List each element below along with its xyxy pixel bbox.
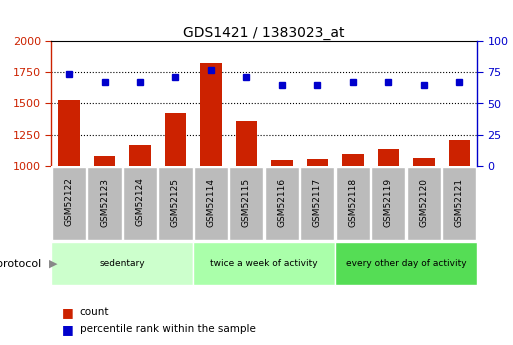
Text: GSM52123: GSM52123 (100, 178, 109, 227)
Text: GSM52115: GSM52115 (242, 177, 251, 227)
Text: GSM52116: GSM52116 (278, 177, 286, 227)
Bar (307, 159, 328, 166)
Bar (165, 114, 186, 166)
Text: ■: ■ (62, 306, 73, 319)
Bar (413, 158, 435, 166)
FancyBboxPatch shape (88, 167, 122, 240)
FancyBboxPatch shape (229, 167, 264, 240)
FancyBboxPatch shape (265, 167, 299, 240)
Text: ■: ■ (62, 323, 73, 336)
Text: every other day of activity: every other day of activity (346, 259, 466, 268)
Text: protocol: protocol (0, 259, 41, 269)
Text: GSM52120: GSM52120 (419, 178, 428, 227)
FancyBboxPatch shape (442, 167, 477, 240)
Bar (378, 149, 399, 166)
FancyBboxPatch shape (193, 243, 335, 285)
Text: count: count (80, 307, 109, 317)
Bar (94, 156, 115, 166)
Text: ▶: ▶ (49, 259, 57, 269)
Text: GSM52117: GSM52117 (313, 177, 322, 227)
Text: GSM52125: GSM52125 (171, 178, 180, 227)
Text: GSM52122: GSM52122 (65, 178, 73, 226)
Text: GSM52124: GSM52124 (135, 178, 145, 226)
FancyBboxPatch shape (123, 167, 157, 240)
Text: GSM52118: GSM52118 (348, 177, 358, 227)
FancyBboxPatch shape (194, 167, 228, 240)
FancyBboxPatch shape (301, 167, 334, 240)
FancyBboxPatch shape (52, 167, 86, 240)
FancyBboxPatch shape (51, 243, 193, 285)
Text: percentile rank within the sample: percentile rank within the sample (80, 325, 255, 334)
Text: GSM52114: GSM52114 (206, 178, 215, 227)
Bar (236, 121, 257, 166)
Text: GSM52121: GSM52121 (455, 178, 464, 227)
Text: sedentary: sedentary (100, 259, 145, 268)
FancyBboxPatch shape (371, 167, 405, 240)
FancyBboxPatch shape (407, 167, 441, 240)
FancyBboxPatch shape (336, 167, 370, 240)
Text: twice a week of activity: twice a week of activity (210, 259, 318, 268)
Title: GDS1421 / 1383023_at: GDS1421 / 1383023_at (184, 26, 345, 40)
Bar (58, 100, 80, 166)
FancyBboxPatch shape (335, 243, 477, 285)
FancyBboxPatch shape (159, 167, 192, 240)
Bar (342, 155, 364, 166)
Bar (449, 139, 470, 166)
Text: GSM52119: GSM52119 (384, 177, 393, 227)
Bar (200, 62, 222, 166)
Bar (271, 160, 292, 166)
Bar (129, 145, 151, 166)
